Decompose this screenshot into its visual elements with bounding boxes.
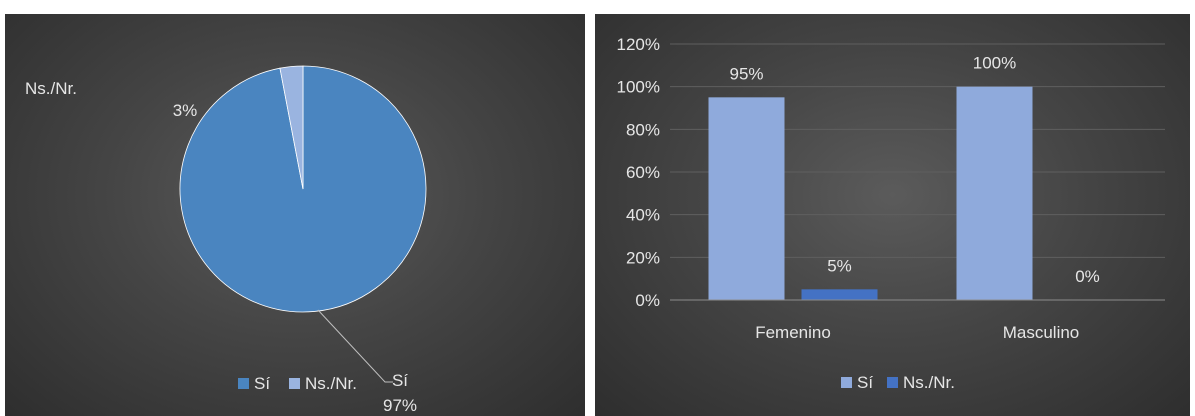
legend-swatch-ns (887, 377, 898, 388)
bar-chart-panel: 0% 20% 40% 60% 80% 100% 120% 95% 100% 5% 0% Femen… (595, 14, 1190, 416)
legend-swatch-si (841, 377, 852, 388)
bar-ns-femenino (801, 289, 878, 300)
data-label-ns-masculino: 0% (1075, 267, 1100, 286)
data-label-si-masculino: 100% (973, 54, 1016, 73)
data-label-ns-femenino: 5% (827, 256, 852, 275)
pie-label-ns-value: 3% (173, 101, 198, 120)
y-tick-label: 40% (626, 206, 660, 225)
y-tick-label: 120% (617, 35, 660, 54)
bars: 95% 100% 5% 0% (708, 54, 1100, 301)
data-label-si-femenino: 95% (729, 64, 763, 83)
bar-legend: Sí Ns./Nr. (841, 373, 955, 392)
pie-leader-line-si (317, 309, 393, 383)
y-tick-label: 60% (626, 163, 660, 182)
x-tick-femenino: Femenino (755, 323, 831, 342)
pie-legend: Sí Ns./Nr. (238, 374, 357, 393)
pie-chart: Ns./Nr. 3% Sí 97% Sí Ns./Nr. (25, 65, 427, 415)
bar-si-femenino (708, 97, 785, 300)
y-tick-label: 100% (617, 78, 660, 97)
pie-label-ns-name: Ns./Nr. (25, 79, 77, 98)
y-tick-label: 0% (635, 291, 660, 310)
x-tick-masculino: Masculino (1003, 323, 1080, 342)
legend-label-si: Sí (857, 373, 873, 392)
y-tick-label: 20% (626, 248, 660, 267)
legend-label-si: Sí (254, 374, 270, 393)
pie-chart-panel: Ns./Nr. 3% Sí 97% Sí Ns./Nr. (5, 14, 585, 416)
pie-label-si-value: 97% (383, 396, 417, 415)
y-axis-ticks: 0% 20% 40% 60% 80% 100% 120% (617, 35, 660, 310)
legend-label-ns: Ns./Nr. (903, 373, 955, 392)
pie-slice-ns (279, 65, 304, 190)
legend-swatch-si (238, 378, 249, 389)
legend-swatch-ns (289, 378, 300, 389)
bar-chart: 0% 20% 40% 60% 80% 100% 120% 95% 100% 5% 0% Femen… (617, 35, 1165, 392)
y-tick-label: 80% (626, 120, 660, 139)
bar-si-masculino (956, 86, 1033, 301)
legend-label-ns: Ns./Nr. (305, 374, 357, 393)
pie-label-si-name: Sí (392, 371, 408, 390)
